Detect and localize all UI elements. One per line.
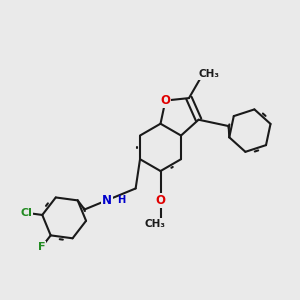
Text: O: O <box>155 194 166 207</box>
Text: N: N <box>102 194 112 207</box>
Text: CH₃: CH₃ <box>199 69 220 79</box>
Text: Cl: Cl <box>21 208 33 218</box>
Text: CH₃: CH₃ <box>145 219 166 229</box>
Text: H: H <box>117 195 125 205</box>
Text: O: O <box>160 94 170 107</box>
Text: F: F <box>38 242 46 252</box>
